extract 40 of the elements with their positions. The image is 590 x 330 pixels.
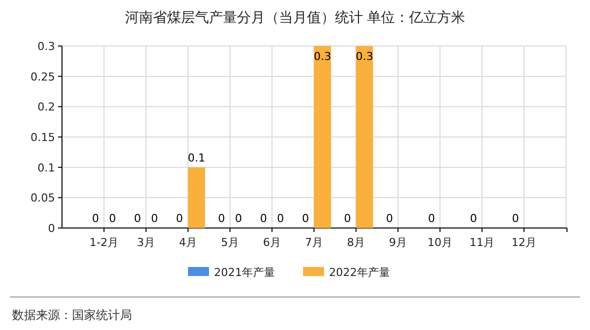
data-label: 0 <box>176 212 183 225</box>
data-label: 0 <box>260 212 267 225</box>
x-tick-label: 4月 <box>179 236 197 249</box>
source-note: 数据来源：国家统计局 <box>12 308 132 322</box>
data-label: 0 <box>302 212 309 225</box>
data-label: 0 <box>109 212 116 225</box>
data-label: 0 <box>386 212 393 225</box>
x-tick-label: 8月 <box>347 236 365 249</box>
x-tick-label: 12月 <box>512 236 536 249</box>
data-label: 0 <box>344 212 351 225</box>
y-tick-label: 0.15 <box>30 131 55 144</box>
y-tick-label: 0.2 <box>38 100 55 114</box>
x-tick-label: 3月 <box>137 236 155 249</box>
data-label: 0 <box>428 212 435 225</box>
x-tick-label: 9月 <box>389 236 407 249</box>
data-label: 0.1 <box>188 151 206 164</box>
legend-label: 2021年产量 <box>214 266 275 279</box>
y-tick-label: 0.05 <box>30 192 55 205</box>
data-label: 0 <box>134 212 141 225</box>
legend-label: 2022年产量 <box>329 266 390 279</box>
y-tick-label: 0.1 <box>38 161 55 174</box>
data-label: 0 <box>470 212 477 225</box>
y-tick-label: 0.25 <box>30 70 55 84</box>
data-label: 0 <box>92 212 99 225</box>
y-tick-label: 0.3 <box>38 40 55 53</box>
data-label: 0 <box>218 212 225 225</box>
data-label: 0.3 <box>314 50 332 63</box>
chart-title: 河南省煤层气产量分月（当月值）统计 单位：亿立方米 <box>124 10 466 26</box>
x-tick-label: 11月 <box>470 236 494 249</box>
data-label: 0 <box>151 212 158 225</box>
x-tick-label: 10月 <box>428 236 452 249</box>
x-tick-label: 5月 <box>221 236 239 249</box>
data-label: 0 <box>235 212 242 225</box>
data-label: 0.3 <box>356 50 374 63</box>
data-label: 0 <box>512 212 519 225</box>
data-label: 0 <box>277 212 284 225</box>
x-tick-label: 7月 <box>305 236 323 249</box>
y-tick-label: 0 <box>48 222 55 235</box>
x-tick-label: 1-2月 <box>90 236 118 249</box>
x-tick-label: 6月 <box>263 236 281 249</box>
